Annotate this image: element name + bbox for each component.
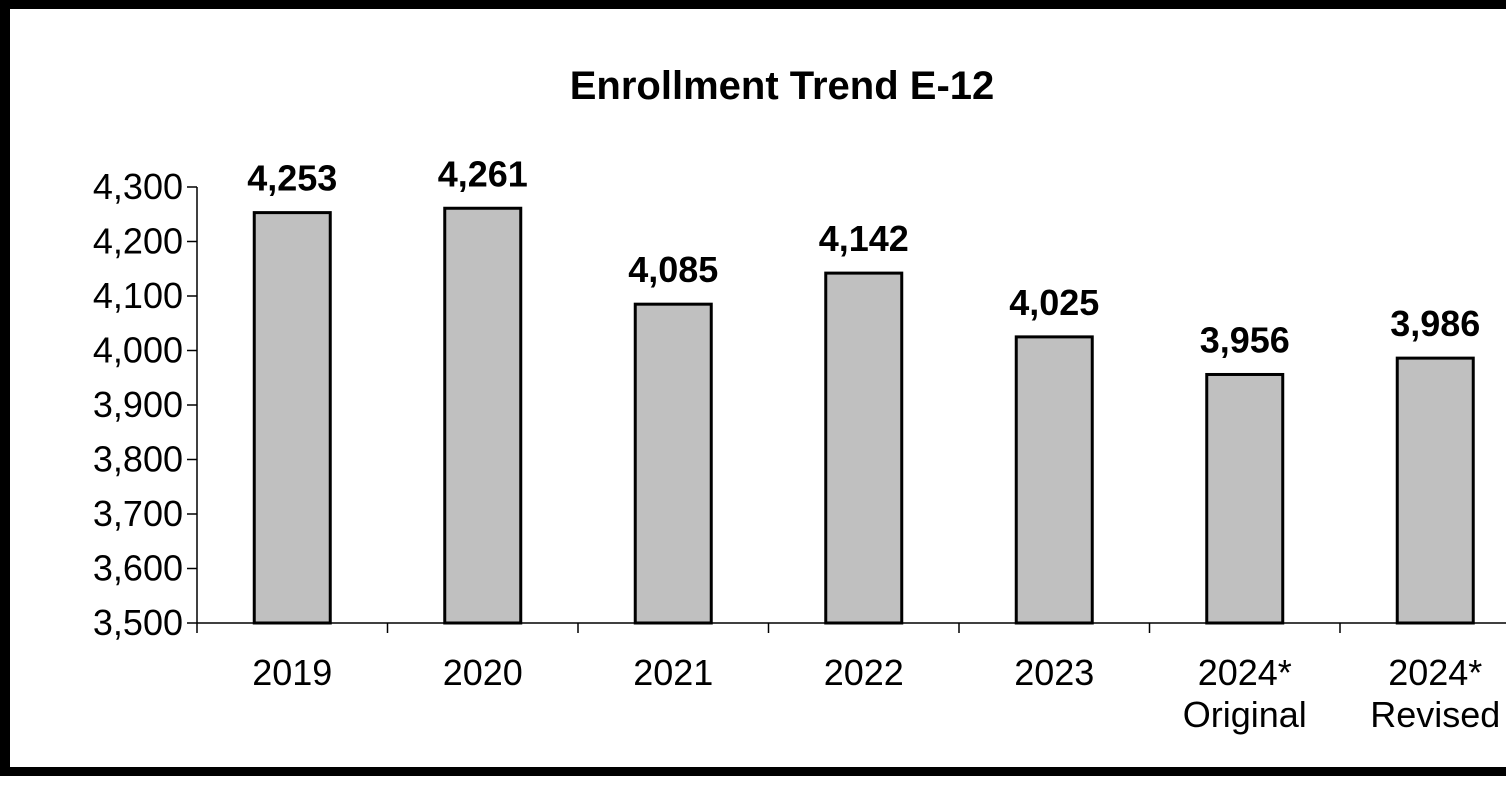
bar [824,271,904,625]
x-tick-label: 2020 [443,652,523,693]
y-tick-label: 3,700 [93,493,183,534]
data-labels: 4,253 4,261 4,085 4,142 4,025 3,956 3,986 [247,153,1480,360]
data-label: 4,085 [628,249,718,290]
y-tick-label: 3,900 [93,384,183,425]
bars [252,206,1475,625]
x-tick-label: 2023 [1014,652,1094,693]
y-tick-label: 3,600 [93,548,183,589]
data-label: 4,025 [1009,282,1099,323]
x-tick-label: Revised [1370,694,1500,735]
bar [1205,372,1285,625]
y-tick-label: 3,800 [93,439,183,480]
x-tick-label: 2021 [633,652,713,693]
data-label: 3,956 [1200,319,1290,360]
x-axis: 2019 2020 2021 2022 2023 2024*Original2024*Re… [196,622,1506,735]
x-tick-label: 2024* [1198,652,1292,693]
y-tick-label: 4,300 [93,166,183,207]
y-tick-label: 3,500 [93,602,183,643]
bar [633,302,713,625]
y-tick-label: 4,100 [93,275,183,316]
x-tick-label: 2022 [824,652,904,693]
data-label: 3,986 [1390,303,1480,344]
data-label: 4,253 [247,158,337,199]
enrollment-bar-chart: Enrollment Trend E-12 3,500 3,600 3,700 3,8… [93,64,1506,735]
bar [443,206,523,625]
x-tick-label: 2024* [1388,652,1482,693]
y-axis: 3,500 3,600 3,700 3,800 3,900 4,000 4,100 4,200… [93,166,198,643]
bar [1395,356,1475,625]
bar [252,211,332,625]
chart-title: Enrollment Trend E-12 [570,64,995,108]
y-tick-label: 4,000 [93,330,183,371]
x-tick-label: 2019 [252,652,332,693]
data-label: 4,261 [438,153,528,194]
x-tick-label: Original [1183,694,1307,735]
data-label: 4,142 [819,218,909,259]
y-tick-label: 4,200 [93,221,183,262]
bar [1014,335,1094,625]
